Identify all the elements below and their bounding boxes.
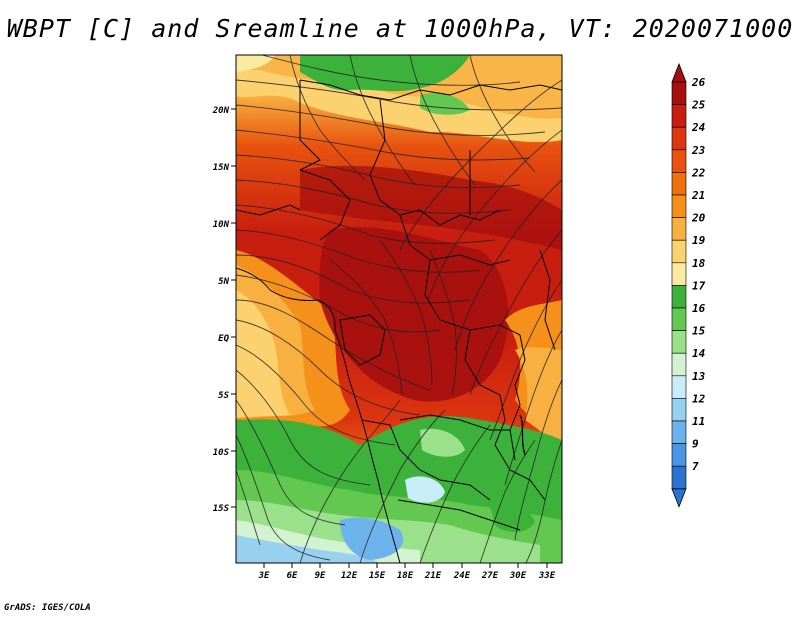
svg-text:12E: 12E	[341, 571, 358, 581]
colorbar-label: 19	[692, 234, 706, 247]
colorbar-label: 26	[691, 76, 706, 89]
colorbar-swatch	[671, 398, 687, 422]
lon-tick-15e: 15E	[369, 563, 386, 581]
svg-text:6E: 6E	[287, 571, 298, 581]
colorbar-swatch	[671, 104, 687, 128]
colorbar-swatch	[671, 172, 687, 196]
lat-tick-15s: 15S	[213, 504, 236, 514]
colorbar-label: 12	[692, 392, 706, 405]
colorbar-label: 7	[692, 460, 699, 473]
lat-tick-eq: EQ	[218, 334, 236, 344]
svg-text:20N: 20N	[212, 106, 230, 116]
latitude-axis: 20N 15N 10N 5N EQ 5S 10S 15S	[212, 106, 236, 514]
colorbar-label: 13	[692, 370, 706, 383]
svg-text:EQ: EQ	[218, 334, 229, 344]
colorbar-swatch	[671, 420, 687, 444]
lon-tick-3e: 3E	[258, 563, 270, 581]
svg-text:15S: 15S	[213, 504, 230, 514]
lon-tick-9e: 9E	[315, 563, 326, 581]
colorbar-label: 17	[692, 279, 706, 292]
colorbar-label: 15	[692, 325, 706, 338]
svg-text:10S: 10S	[213, 448, 230, 458]
colorbar-bottom-arrow	[671, 488, 687, 508]
svg-text:24E: 24E	[453, 571, 471, 581]
colorbar-swatch	[671, 375, 687, 399]
lon-tick-27e: 27E	[481, 563, 499, 581]
colorbar-swatch	[671, 262, 687, 286]
colorbar-label: 20	[691, 212, 706, 225]
colorbar-label: 9	[692, 438, 699, 451]
svg-text:5N: 5N	[218, 277, 229, 287]
lon-tick-30e: 30E	[509, 563, 527, 581]
colorbar-swatch	[671, 217, 687, 241]
svg-text:5S: 5S	[218, 391, 229, 401]
map-frame	[235, 54, 563, 564]
colorbar-label: 14	[692, 347, 706, 360]
grads-credit: GrADS: IGES/COLA	[4, 603, 91, 613]
colorbar-swatch	[671, 194, 687, 218]
lon-tick-33e: 33E	[538, 563, 556, 581]
colorbar-top-arrow	[671, 62, 687, 83]
svg-text:15N: 15N	[213, 163, 230, 173]
lat-tick-20n: 20N	[212, 106, 236, 116]
colorbar-swatch	[671, 443, 687, 467]
svg-text:33E: 33E	[538, 571, 556, 581]
colorbar-label: 21	[691, 189, 705, 202]
colorbar-label: 23	[691, 144, 706, 157]
map-plot-area	[236, 55, 562, 563]
lon-tick-6e: 6E	[287, 563, 298, 581]
colorbar-swatch	[671, 239, 687, 264]
colorbar-swatch	[671, 352, 687, 377]
lon-tick-24e: 24E	[453, 563, 471, 581]
svg-text:9E: 9E	[315, 571, 326, 581]
svg-text:21E: 21E	[424, 571, 442, 581]
lat-tick-15n: 15N	[213, 163, 236, 173]
lon-tick-21e: 21E	[424, 563, 442, 581]
svg-text:30E: 30E	[509, 571, 527, 581]
colorbar-swatch	[671, 126, 687, 151]
svg-text:3E: 3E	[258, 571, 270, 581]
colorbar-label: 24	[691, 121, 706, 134]
svg-text:10N: 10N	[213, 220, 230, 230]
colorbar-swatch	[671, 149, 687, 173]
longitude-axis: 3E 6E 9E 12E 15E 18E 21E 24E 27E 30E 33E	[258, 563, 556, 581]
lon-tick-18e: 18E	[397, 563, 414, 581]
svg-text:27E: 27E	[481, 571, 499, 581]
colorbar-label: 11	[692, 415, 705, 428]
svg-text:18E: 18E	[397, 571, 414, 581]
map-title: WBPT [C] and Sreamline at 1000hPa, VT: 2…	[6, 14, 794, 43]
lat-tick-10s: 10S	[213, 448, 236, 458]
colorbar-swatch	[671, 307, 687, 331]
lon-tick-12e: 12E	[341, 563, 358, 581]
colorbar-label: 16	[692, 302, 706, 315]
lat-tick-5s: 5S	[218, 391, 236, 401]
colorbar-label: 25	[691, 99, 706, 112]
colorbar-swatch	[671, 81, 687, 105]
svg-text:15E: 15E	[369, 571, 386, 581]
colorbar-label: 22	[691, 166, 706, 179]
colorbar-label: 18	[692, 257, 706, 270]
colorbar-swatch	[671, 330, 687, 354]
colorbar-swatch	[671, 465, 687, 490]
colorbar: 26 25 24 23 22 21 20 19 18 17 16 15 14 13 12 11 9 7	[671, 62, 706, 508]
lat-tick-10n: 10N	[213, 220, 236, 230]
colorbar-swatch	[671, 285, 687, 309]
lat-tick-5n: 5N	[218, 277, 236, 287]
